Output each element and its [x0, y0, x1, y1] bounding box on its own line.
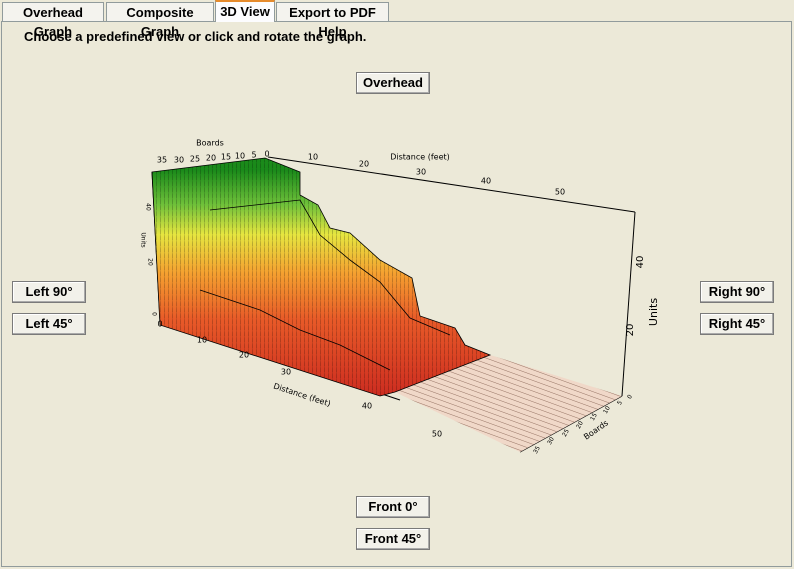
- axis-title: Distance (feet): [390, 153, 450, 162]
- tick-label: 30: [174, 156, 184, 165]
- tick-label: 40: [481, 177, 491, 186]
- view-button[interactable]: Front 0°: [356, 496, 430, 518]
- view-button[interactable]: Right 90°: [700, 281, 774, 303]
- view-button[interactable]: Left 90°: [12, 281, 86, 303]
- tick-label: 35: [532, 445, 542, 455]
- axis-title: Units: [647, 298, 660, 326]
- tick-label: 25: [561, 428, 571, 438]
- tick-label: 15: [221, 153, 231, 162]
- view-button[interactable]: Left 45°: [12, 313, 86, 335]
- axis-title: Units: [140, 232, 147, 247]
- tab[interactable]: Overhead Graph: [2, 2, 104, 39]
- tick-label: 20: [625, 324, 636, 337]
- tick-label: 40: [145, 203, 152, 211]
- tab[interactable]: Export to PDF Help: [276, 2, 389, 39]
- tick-label: 0: [626, 393, 634, 400]
- tab[interactable]: Composite Graph: [106, 2, 214, 39]
- tick-label: 30: [281, 368, 291, 377]
- tick-label: 10: [308, 153, 318, 162]
- tick-label: 50: [432, 430, 442, 439]
- tab-panel: [1, 21, 792, 567]
- tab-selected[interactable]: 3D View: [215, 0, 275, 22]
- tick-label: 50: [555, 188, 565, 197]
- tick-label: 5: [251, 151, 256, 160]
- instruction: Choose a predefined view or click and ro…: [24, 29, 367, 44]
- tick-label: 20: [359, 160, 369, 169]
- tick-label: 35: [157, 156, 167, 165]
- axis-title: Boards: [582, 418, 610, 441]
- tick-label: 15: [589, 412, 599, 422]
- tick-label: 20: [575, 420, 585, 430]
- tick-label: 10: [197, 336, 207, 345]
- tick-label: 40: [362, 402, 372, 411]
- view-button[interactable]: Right 45°: [700, 313, 774, 335]
- axis-title: Boards: [196, 139, 224, 148]
- tick-label: 20: [206, 154, 216, 163]
- tick-label: 20: [147, 258, 154, 266]
- tick-label: 10: [602, 405, 612, 415]
- tick-label: 20: [239, 351, 249, 360]
- tick-label: 0: [157, 320, 162, 329]
- tick-label: 10: [235, 152, 245, 161]
- surface: [151, 157, 622, 452]
- view-button[interactable]: Front 45°: [356, 528, 430, 550]
- view-button[interactable]: Overhead: [356, 72, 430, 94]
- tick-label: 0: [151, 312, 158, 316]
- tick-label: 5: [616, 399, 624, 406]
- tick-label: 25: [190, 155, 200, 164]
- tick-label: 30: [416, 168, 426, 177]
- tick-label: 40: [635, 256, 646, 269]
- axis-title: Distance (feet): [272, 382, 331, 409]
- tick-label: 30: [546, 436, 556, 446]
- tick-label: 0: [264, 150, 269, 159]
